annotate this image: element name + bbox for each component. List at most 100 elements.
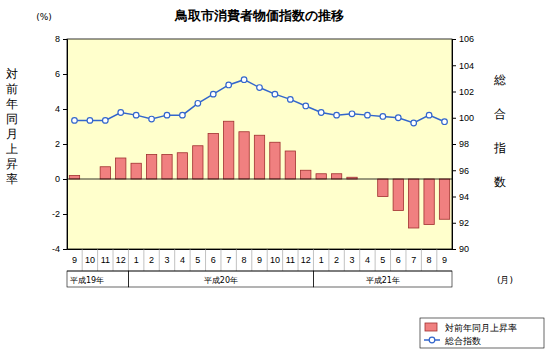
tick: 10	[85, 249, 95, 265]
tick-label: 104	[459, 61, 474, 71]
tick-mark	[452, 118, 456, 119]
legend-label: 総合指数	[444, 336, 481, 346]
marker	[241, 77, 247, 83]
marker	[226, 82, 232, 88]
marker	[303, 103, 309, 109]
tick-label: 100	[459, 113, 474, 123]
bar	[177, 153, 187, 179]
tick-mark	[452, 223, 456, 224]
marker	[164, 112, 170, 118]
tick: 6	[396, 249, 401, 265]
tick-mark	[452, 144, 456, 145]
tick: 4	[55, 104, 67, 114]
legend-marker	[429, 337, 435, 343]
tick: 6	[211, 249, 216, 265]
y-axis-title: 対前年同月上昇率	[6, 67, 18, 186]
tick: 92	[452, 218, 469, 228]
tick: 9	[442, 249, 447, 265]
month-separator	[97, 249, 98, 271]
tick: -2	[52, 209, 67, 219]
bar	[69, 176, 79, 180]
marker	[149, 116, 155, 122]
year-label: 平成20年	[204, 276, 238, 285]
tick-label: 7	[411, 255, 416, 265]
tick: 11	[286, 249, 295, 265]
tick: 10	[270, 249, 280, 265]
tick-label: 9	[257, 255, 262, 265]
month-separator	[436, 249, 437, 271]
marker	[411, 120, 417, 126]
tick: 104	[452, 61, 474, 71]
bar	[146, 155, 156, 180]
title: 鳥取市消費者物価指数の推移	[174, 8, 344, 23]
axis: -4-202468	[52, 34, 68, 254]
tick-label: 12	[116, 255, 126, 265]
tick-label: 8	[427, 255, 432, 265]
month-separator	[143, 249, 144, 271]
tick: 2	[149, 249, 154, 265]
tick-label: 92	[459, 218, 469, 228]
zero-line	[67, 179, 452, 180]
tick: 98	[452, 139, 469, 149]
tick-label: 6	[396, 255, 401, 265]
month-separator	[344, 249, 345, 271]
month-separator	[405, 249, 406, 271]
tick-label: 1	[134, 255, 139, 265]
tick-label: 98	[459, 139, 469, 149]
bar	[331, 174, 341, 179]
month-separator	[375, 249, 376, 271]
plot-area	[67, 77, 452, 228]
tick-label: 4	[365, 255, 370, 265]
bar	[116, 158, 126, 179]
bar	[193, 146, 203, 179]
bar	[208, 134, 218, 180]
marker	[334, 112, 340, 118]
tick-mark	[452, 65, 456, 66]
bar	[316, 174, 326, 179]
marker	[288, 97, 294, 103]
marker	[180, 112, 186, 118]
y-unit: (%)	[36, 12, 52, 22]
tick-label: 12	[301, 255, 311, 265]
tick: 12	[301, 249, 311, 265]
marker	[349, 111, 355, 117]
month-separator	[159, 249, 160, 271]
month-separator	[282, 249, 283, 271]
y2-axis-title: 総合指数	[493, 73, 506, 189]
legend-label: 対前年同月上昇率	[445, 323, 517, 333]
marker	[395, 115, 401, 121]
tick-label: 2	[55, 139, 60, 149]
tick-label: 8	[242, 255, 247, 265]
tick: 4	[180, 249, 185, 265]
tick-mark	[63, 214, 67, 215]
tick-label: 4	[55, 104, 60, 114]
tick: 94	[452, 192, 469, 202]
axis-line	[453, 40, 457, 250]
year-label: 平成21年	[366, 276, 400, 285]
marker	[257, 85, 263, 91]
bar	[162, 155, 172, 180]
tick-label: 7	[226, 255, 231, 265]
bar	[131, 163, 141, 179]
tick-mark	[63, 109, 67, 110]
tick-label: 10	[85, 255, 95, 265]
tick-mark	[63, 39, 67, 40]
tick: 11	[101, 249, 110, 265]
year-box	[313, 271, 452, 287]
axis-line	[63, 40, 68, 250]
tick: 2	[334, 249, 339, 265]
bar	[393, 179, 403, 211]
tick: 102	[452, 87, 474, 97]
marker	[87, 118, 93, 124]
month-separator	[328, 249, 329, 271]
month-separator	[359, 249, 360, 271]
chart: 鳥取市消費者物価指数の推移-4-202468909294969810010210…	[0, 0, 549, 352]
tick-label: 5	[195, 255, 200, 265]
tick: -4	[52, 244, 67, 254]
month-separator	[220, 249, 221, 271]
month-separator	[205, 249, 206, 271]
tick: 3	[164, 249, 169, 265]
tick: 5	[195, 249, 200, 265]
marker	[442, 119, 448, 125]
year-label: 平成19年	[70, 276, 104, 285]
